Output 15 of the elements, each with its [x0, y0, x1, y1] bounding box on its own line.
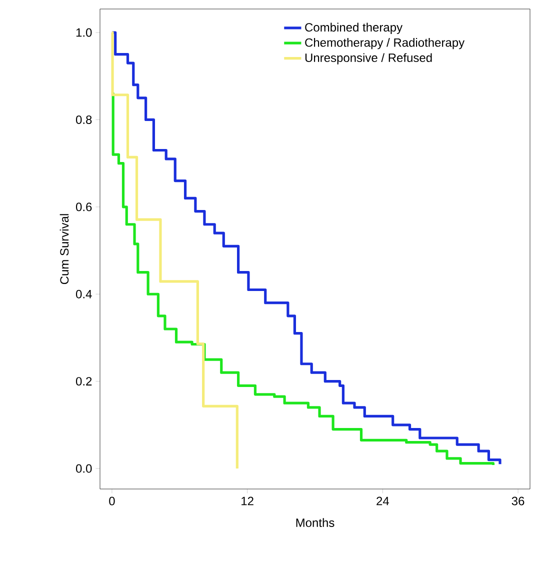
- x-tick-label: 0: [109, 496, 115, 506]
- y-tick-label: 0.2: [76, 377, 92, 386]
- x-tick-label: 12: [242, 496, 254, 506]
- y-tick-label: 0.4: [76, 290, 92, 298]
- y-tick-label: 0.0: [76, 464, 92, 473]
- y-axis-title: Cum Survival: [60, 214, 69, 284]
- legend-label: Combined therapy: [305, 22, 403, 34]
- y-tick-label: 0.8: [76, 115, 92, 124]
- legend-label: Chemotherapy / Radiotherapy: [305, 38, 465, 50]
- y-tick-label: 1.0: [76, 28, 92, 37]
- x-tick-label: 36: [512, 496, 524, 506]
- legend-label: Unresponsive / Refused: [305, 53, 432, 64]
- x-axis-title: Months: [296, 518, 334, 527]
- y-tick-label: 0.6: [76, 202, 92, 212]
- x-tick-label: 24: [376, 496, 389, 506]
